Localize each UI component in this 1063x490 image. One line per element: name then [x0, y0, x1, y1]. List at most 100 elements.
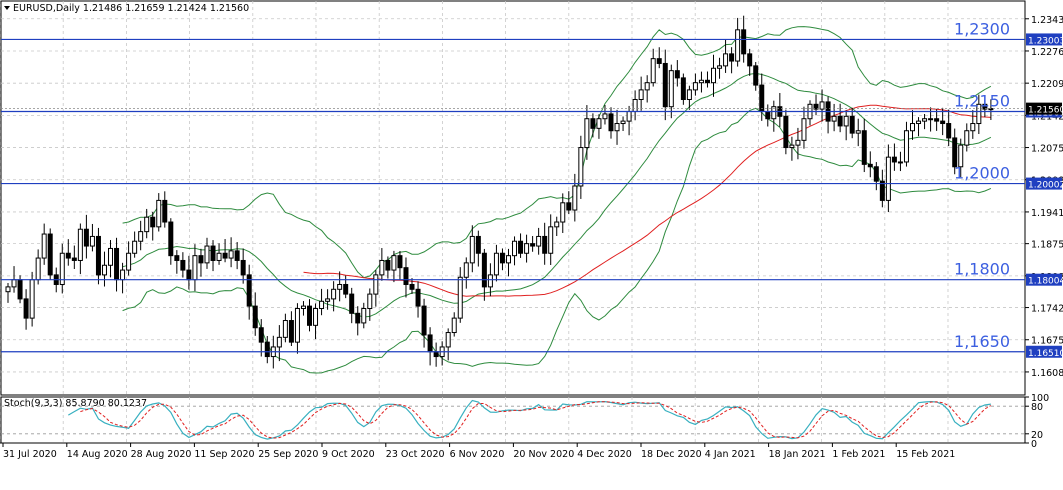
candle-body-bull	[89, 235, 95, 247]
candle-body-bear	[837, 115, 843, 127]
x-tick-label: 20 Nov 2020	[513, 449, 574, 460]
candle	[801, 106, 807, 149]
candle-body-bull	[29, 279, 35, 319]
last-price-tag	[1026, 102, 1062, 115]
stoch-signal-line	[80, 401, 992, 439]
candle-body-bear	[234, 250, 240, 261]
candle	[849, 107, 855, 139]
candle-body-bull	[789, 144, 795, 149]
candle-body-bear	[566, 202, 572, 211]
candle	[518, 233, 524, 258]
candle	[934, 109, 940, 131]
candle-body-bear	[23, 298, 29, 319]
candle-body-bear	[421, 305, 427, 336]
candle-body-bull	[686, 89, 692, 100]
candle-body-bull	[801, 118, 807, 141]
candle	[126, 241, 132, 276]
candle	[373, 270, 379, 307]
candle	[916, 117, 922, 137]
candle-body-bull	[650, 58, 656, 84]
candle-body-bull	[970, 123, 976, 132]
candle	[861, 118, 867, 173]
main-pane-frame	[0, 0, 1026, 396]
candle	[771, 100, 777, 132]
candle	[294, 303, 300, 354]
level-price-tag	[1026, 345, 1062, 358]
candle-body-bull	[632, 99, 638, 113]
candle-body-bull	[572, 185, 578, 211]
candle	[566, 191, 572, 215]
candle	[560, 193, 566, 233]
candle-body-bear	[481, 252, 487, 288]
stoch-tick-label: 20	[1031, 430, 1043, 441]
price-tick-label: 1.18750	[1031, 240, 1063, 251]
candle	[144, 208, 150, 239]
candle-body-bear	[783, 115, 789, 149]
candle-body-bear	[530, 243, 536, 247]
candle-body-bull	[5, 286, 11, 293]
candle	[946, 109, 952, 146]
candle	[276, 325, 282, 362]
candle	[77, 223, 83, 275]
candle-body-bear	[349, 293, 355, 314]
candle	[331, 281, 337, 312]
candle	[692, 73, 698, 96]
candle-body-bear	[704, 79, 710, 84]
candle	[83, 214, 89, 259]
candle-body-bear	[952, 137, 958, 168]
candle	[23, 289, 29, 330]
price-tick-label: 1.23430	[1031, 15, 1063, 26]
candle-body-bull	[59, 252, 65, 285]
candle	[602, 104, 608, 125]
candle	[41, 223, 47, 265]
candle-body-bear	[246, 274, 252, 307]
stoch-series-group	[1, 399, 1025, 440]
candle	[234, 242, 240, 270]
candle	[958, 138, 964, 177]
candle-body-bear	[355, 312, 361, 324]
candle-body-bear	[150, 216, 156, 228]
candle-body-bull	[216, 252, 222, 261]
candle	[891, 143, 897, 171]
stoch-main-line	[67, 399, 991, 440]
candle-body-bull	[560, 202, 566, 223]
candle	[644, 75, 650, 103]
candle	[789, 136, 795, 161]
candle-body-bull	[445, 332, 451, 348]
candle	[71, 245, 77, 270]
candle-body-bear	[415, 288, 421, 307]
candle-body-bear	[729, 53, 735, 62]
candle-body-bull	[457, 276, 463, 319]
x-tick-label: 6 Nov 2020	[450, 449, 505, 460]
candle-body-bull	[723, 53, 729, 67]
x-tick-label: 28 Aug 2020	[131, 449, 192, 460]
candle-body-bull	[505, 255, 511, 264]
candle-body-bear	[590, 118, 596, 129]
candle-body-bull	[337, 283, 343, 290]
candle-body-bull	[958, 144, 964, 168]
candle-body-bull	[319, 300, 325, 310]
candle	[952, 128, 958, 175]
candle	[867, 151, 873, 178]
x-tick-label: 18 Jan 2021	[769, 449, 826, 460]
candle-body-bull	[644, 82, 650, 91]
candle	[554, 216, 560, 236]
level-label: 1,2300	[954, 19, 1010, 38]
candle	[686, 85, 692, 110]
candle-body-bear	[180, 259, 186, 271]
candle-body-bull	[584, 118, 590, 149]
x-tick-label: 14 Aug 2020	[67, 449, 128, 460]
price-tick-label: 1.20750	[1031, 144, 1063, 155]
candle	[783, 109, 789, 155]
candle	[415, 281, 421, 318]
candle	[910, 110, 915, 140]
candle	[680, 73, 686, 105]
candle	[747, 48, 753, 76]
candle-body-bull	[451, 317, 457, 334]
candle-body-bull	[795, 139, 801, 146]
candle-body-bull	[156, 199, 162, 228]
candle-body-bear	[114, 247, 120, 281]
x-tick-label: 31 Jul 2020	[3, 449, 57, 460]
